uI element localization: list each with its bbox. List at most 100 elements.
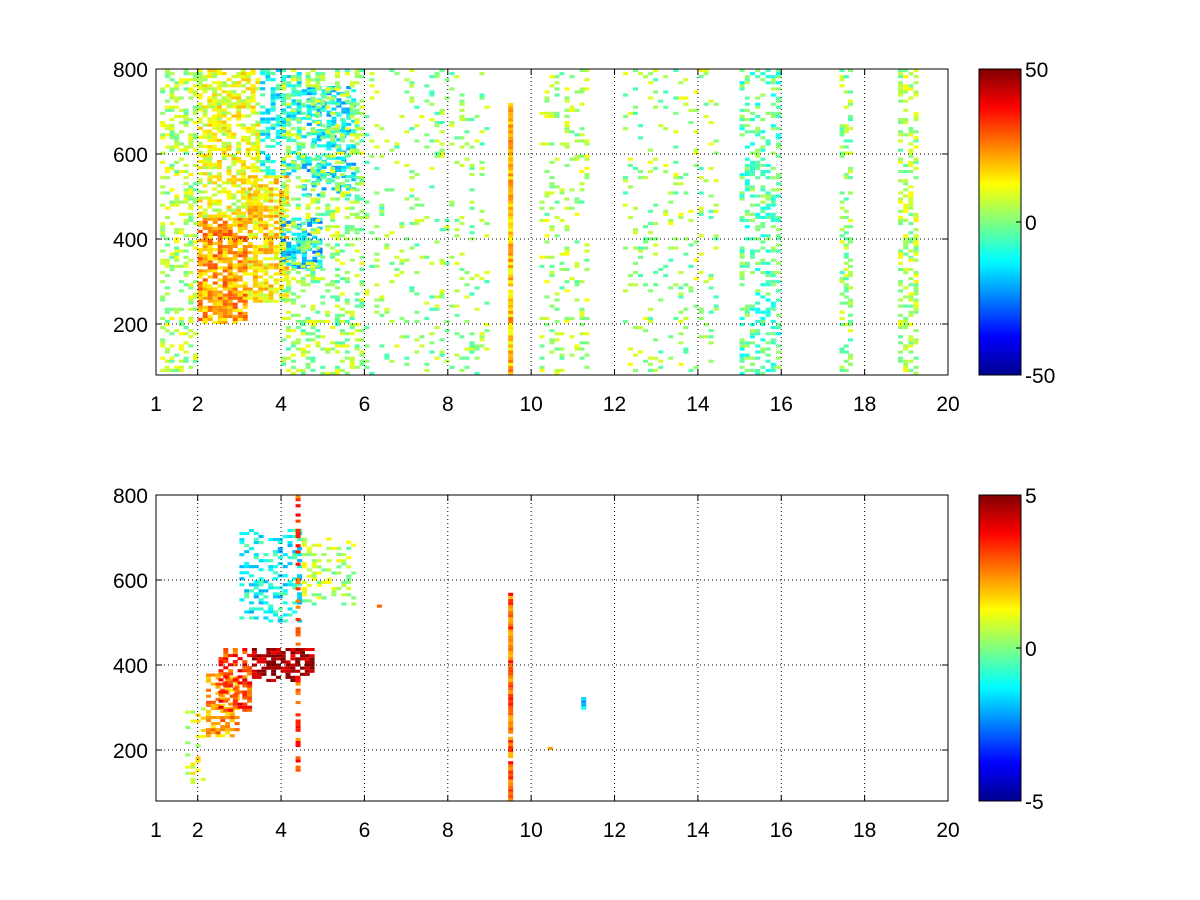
heatmap-cell [349, 166, 355, 170]
heatmap-cell [212, 102, 218, 106]
heatmap-cell [227, 263, 233, 267]
heatmap-cell [290, 218, 296, 222]
heatmap-cell [223, 660, 229, 664]
heatmap-cell [234, 728, 240, 732]
heatmap-cell [174, 252, 180, 256]
heatmap-cell [216, 166, 222, 170]
heatmap-cell [310, 170, 316, 174]
heatmap-cells [185, 495, 587, 801]
heatmap-cell [164, 310, 170, 314]
heatmap-cell [389, 319, 395, 323]
heatmap-cell [389, 188, 395, 192]
heatmap-cell [305, 72, 311, 76]
heatmap-cell [252, 299, 258, 303]
heatmap-cell [341, 129, 347, 133]
heatmap-cell [237, 248, 243, 252]
heatmap-cell [295, 599, 301, 603]
heatmap-cell [311, 113, 317, 117]
heatmap-cell [217, 320, 223, 324]
heatmap-cell [369, 231, 375, 235]
heatmap-cell [508, 629, 514, 633]
heatmap-cell [643, 75, 648, 79]
heatmap-cell [287, 613, 293, 617]
heatmap-cell [331, 116, 337, 120]
heatmap-cell [359, 267, 365, 271]
heatmap-cell [424, 145, 430, 149]
heatmap-cell [237, 260, 243, 264]
heatmap-cell [739, 316, 745, 320]
heatmap-cell [250, 163, 256, 167]
heatmap-cell [469, 118, 475, 122]
heatmap-cell [508, 693, 514, 697]
heatmap-cell [693, 148, 699, 152]
heatmap-cell [903, 316, 909, 320]
heatmap-cell [252, 281, 258, 285]
heatmap-cell [335, 206, 340, 210]
heatmap-cell [286, 172, 292, 176]
heatmap-cell [252, 232, 258, 236]
heatmap-cell [316, 168, 322, 172]
heatmap-cell [188, 78, 194, 82]
heatmap-cell [750, 368, 755, 372]
heatmap-cell [234, 676, 240, 680]
heatmap-cell [554, 87, 560, 91]
heatmap-cell [508, 696, 514, 700]
heatmap-cell [364, 292, 370, 296]
heatmap-cell [236, 178, 242, 182]
heatmap-cell [228, 654, 234, 658]
heatmap-cell [183, 359, 189, 363]
heatmap-cell [584, 69, 590, 73]
heatmap-cell [713, 151, 719, 155]
heatmap-cell [202, 75, 208, 79]
heatmap-cell [273, 272, 279, 276]
heatmap-cell [250, 166, 256, 170]
heatmap-cell [202, 157, 208, 161]
heatmap-cell [295, 688, 301, 692]
heatmap-cell [301, 262, 307, 266]
heatmap-cell [207, 147, 213, 151]
heatmap-cell [265, 126, 271, 130]
heatmap-cell [464, 130, 470, 134]
heatmap-cell [237, 254, 243, 258]
heatmap-cell [197, 108, 203, 112]
heatmap-cell [554, 307, 560, 311]
heatmap-cell [301, 104, 307, 108]
heatmap-cell [394, 267, 400, 271]
heatmap-cell [255, 169, 261, 173]
heatmap-cell [374, 191, 380, 195]
heatmap-cell [703, 114, 709, 118]
heatmap-cell [215, 697, 221, 701]
heatmap-cell [307, 223, 313, 227]
heatmap-cell [309, 648, 315, 652]
heatmap-cell [174, 194, 180, 198]
heatmap-cell [268, 190, 274, 194]
heatmap-cell [739, 108, 745, 112]
heatmap-cell [202, 87, 208, 91]
heatmap-cell [508, 197, 514, 201]
heatmap-cell [193, 111, 198, 115]
heatmap-cell [744, 185, 750, 189]
heatmap-cell [439, 111, 445, 115]
heatmap-cell [335, 350, 340, 354]
heatmap-cell [284, 223, 290, 227]
heatmap-cell [750, 323, 755, 327]
heatmap-cell [581, 697, 587, 701]
heatmap-cell [284, 293, 290, 297]
heatmap-cell [638, 249, 643, 253]
heatmap-cell [321, 132, 327, 136]
heatmap-cell [252, 290, 258, 294]
heatmap-cell [236, 141, 242, 145]
heatmap-cell [409, 176, 415, 180]
heatmap-cell [673, 176, 679, 180]
heatmap-cell [508, 320, 514, 324]
heatmap-cell [508, 155, 514, 159]
heatmap-cell [364, 326, 370, 330]
heatmap-cell [339, 292, 345, 296]
heatmap-cell [216, 211, 222, 215]
heatmap-cell [359, 304, 365, 308]
heatmap-cell [284, 269, 290, 273]
heatmap-cell [336, 168, 342, 172]
heatmap-cell [739, 249, 745, 253]
heatmap-cell [339, 368, 345, 372]
heatmap-cell [384, 310, 390, 314]
